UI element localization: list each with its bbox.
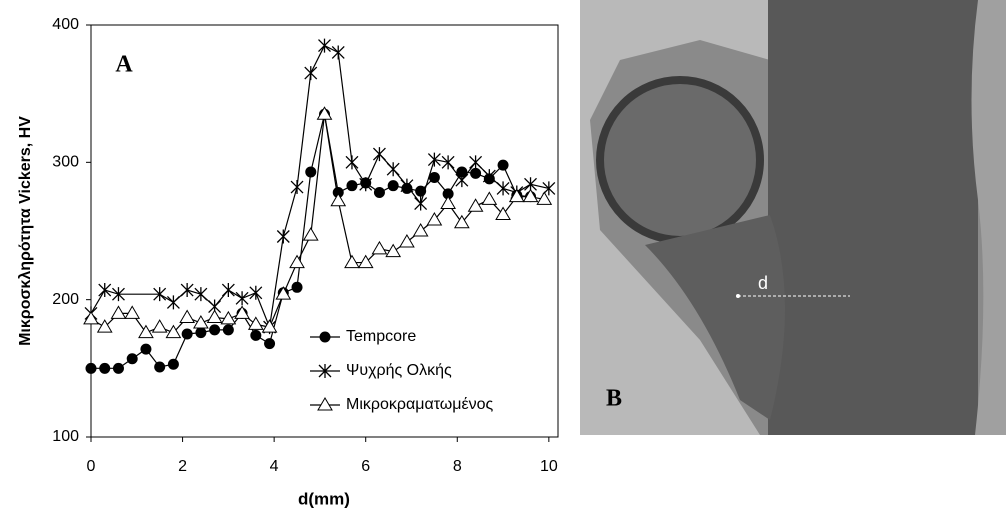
photo-panel: d B [580, 0, 1006, 435]
marker [441, 197, 455, 209]
marker [125, 306, 139, 318]
photo-circle [600, 80, 760, 240]
marker [290, 256, 304, 268]
marker [250, 330, 261, 341]
y-tick-label: 400 [52, 16, 79, 33]
marker [414, 224, 428, 236]
marker [482, 192, 496, 204]
panel-label: A [115, 52, 133, 78]
marker [456, 173, 468, 187]
marker [387, 162, 399, 176]
marker [374, 187, 385, 198]
marker [469, 199, 483, 211]
marker [442, 155, 454, 169]
x-tick-label: 2 [178, 458, 187, 475]
y-tick-label: 300 [52, 154, 79, 171]
x-tick-label: 0 [87, 458, 96, 475]
marker [180, 311, 194, 323]
marker [277, 229, 289, 243]
legend-label: Ψυχρής Ολκής [346, 362, 452, 379]
marker [181, 283, 193, 297]
marker [332, 45, 344, 59]
marker [346, 180, 357, 191]
marker [264, 338, 275, 349]
marker [223, 324, 234, 335]
marker [305, 66, 317, 80]
marker [182, 329, 193, 340]
marker [305, 166, 316, 177]
marker [139, 326, 153, 338]
marker [209, 324, 220, 335]
y-axis-label: Μικροσκληρότητα Vickers, HV [17, 116, 34, 346]
series-line [91, 114, 544, 332]
series-line [91, 46, 549, 328]
marker [222, 283, 234, 297]
marker [372, 242, 386, 254]
marker [250, 286, 262, 300]
marker [168, 359, 179, 370]
photo-marker-label: d [758, 273, 768, 293]
marker [470, 168, 481, 179]
marker [86, 363, 97, 374]
y-tick-label: 100 [52, 428, 79, 445]
marker [292, 282, 303, 293]
legend-label: Μικροκραματωμένος [346, 396, 494, 413]
marker [388, 180, 399, 191]
marker [415, 186, 426, 197]
marker [319, 39, 331, 53]
photo-bar [768, 0, 978, 435]
x-tick-label: 6 [361, 458, 370, 475]
marker [331, 194, 345, 206]
x-axis-label: d(mm) [298, 489, 350, 508]
marker [113, 363, 124, 374]
legend-marker [318, 398, 332, 410]
marker [470, 155, 482, 169]
marker [195, 327, 206, 338]
marker [236, 291, 248, 305]
legend-label: Tempcore [346, 328, 416, 345]
marker [99, 363, 110, 374]
marker [415, 197, 427, 211]
marker [154, 361, 165, 372]
marker [498, 160, 509, 171]
x-tick-label: 8 [453, 458, 462, 475]
marker [429, 172, 440, 183]
marker [291, 180, 303, 194]
x-tick-label: 10 [540, 458, 558, 475]
panel-label: B [606, 386, 622, 412]
marker [345, 256, 359, 268]
marker [194, 316, 208, 328]
marker [428, 153, 440, 167]
marker [99, 283, 111, 297]
marker [249, 317, 263, 329]
marker [346, 155, 358, 169]
marker [127, 353, 138, 364]
marker [111, 306, 125, 318]
marker [153, 320, 167, 332]
marker [304, 228, 318, 240]
marker [373, 147, 385, 161]
photo-measure-point [736, 294, 740, 298]
marker [140, 344, 151, 355]
marker [497, 181, 509, 195]
marker [400, 235, 414, 247]
marker [167, 295, 179, 309]
marker [195, 287, 207, 301]
legend-marker [320, 332, 331, 343]
x-tick-label: 4 [270, 458, 279, 475]
y-tick-label: 200 [52, 291, 79, 308]
